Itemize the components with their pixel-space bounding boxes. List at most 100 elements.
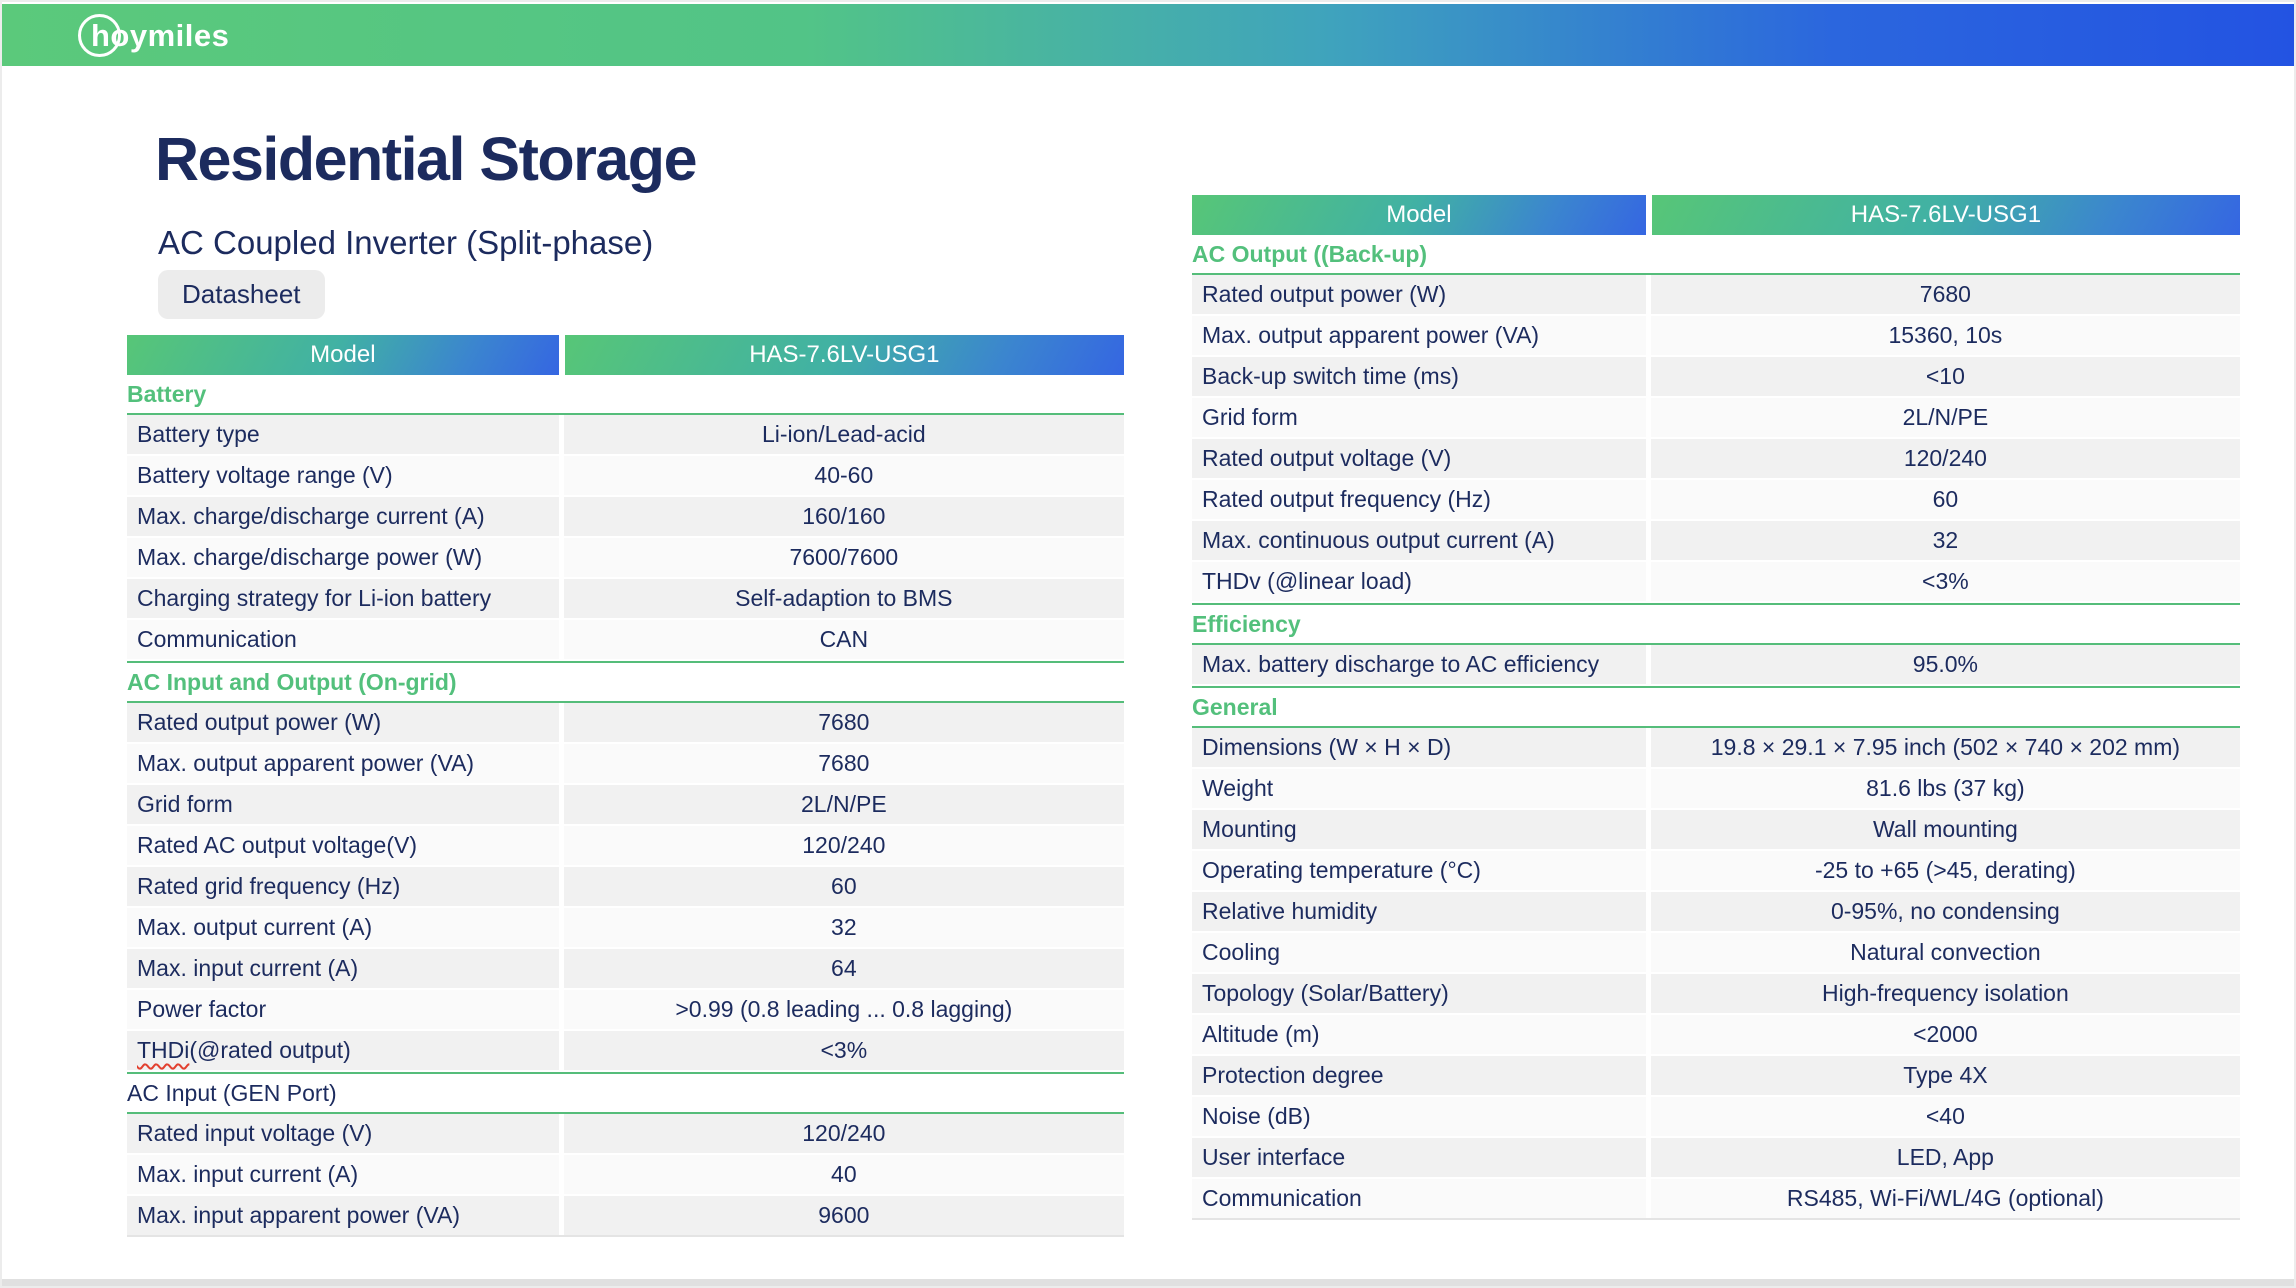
spec-label: Battery type <box>127 415 559 454</box>
spec-value: 19.8 × 29.1 × 7.95 inch (502 × 740 × 202… <box>1650 728 2240 767</box>
spec-row: Back-up switch time (ms) <10 <box>1192 357 2240 398</box>
page-subtitle: AC Coupled Inverter (Split-phase) <box>158 224 654 261</box>
spec-value: 120/240 <box>563 1114 1124 1153</box>
table-header-model-value: HAS-7.6LV-USG1 <box>564 335 1124 375</box>
table-header-model-value: HAS-7.6LV-USG1 <box>1651 195 2240 235</box>
table-header-row: Model HAS-7.6LV-USG1 <box>127 335 1124 375</box>
spec-value: <3% <box>563 1031 1124 1070</box>
spec-row: Max. input current (A) 64 <box>127 949 1124 990</box>
brand-topbar: hoymiles <box>2 4 2294 66</box>
spec-label: Operating temperature (°C) <box>1192 851 1646 890</box>
spec-label: Power factor <box>127 990 559 1029</box>
spec-label: Cooling <box>1192 933 1646 972</box>
spec-value: 40 <box>563 1155 1124 1194</box>
spec-row: Max. continuous output current (A) 32 <box>1192 521 2240 562</box>
spec-label: Rated grid frequency (Hz) <box>127 867 559 906</box>
section-title: AC Input and Output (On-grid) <box>127 661 1124 703</box>
spec-value: Self-adaption to BMS <box>563 579 1124 618</box>
spec-value: <2000 <box>1650 1015 2240 1054</box>
spec-row: THDv (@linear load) <3% <box>1192 562 2240 603</box>
logo-ring-icon <box>78 14 121 57</box>
spec-row: Weight 81.6 lbs (37 kg) <box>1192 769 2240 810</box>
spec-label: Noise (dB) <box>1192 1097 1646 1136</box>
spec-label: Max. output apparent power (VA) <box>127 744 559 783</box>
spec-row: Max. battery discharge to AC efficiency 9… <box>1192 645 2240 686</box>
spec-label: Max. output apparent power (VA) <box>1192 316 1646 355</box>
spec-value: >0.99 (0.8 leading ... 0.8 lagging) <box>563 990 1124 1029</box>
spec-label: Weight <box>1192 769 1646 808</box>
spec-value: Li-ion/Lead-acid <box>563 415 1124 454</box>
hoymiles-logo: hoymiles <box>78 12 229 60</box>
datasheet-badge[interactable]: Datasheet <box>158 270 325 319</box>
spec-value: 15360, 10s <box>1650 316 2240 355</box>
spec-label: Back-up switch time (ms) <box>1192 357 1646 396</box>
spec-row: Max. output apparent power (VA) 15360, 10… <box>1192 316 2240 357</box>
spec-value: <10 <box>1650 357 2240 396</box>
spec-row: Max. input current (A) 40 <box>127 1155 1124 1196</box>
spec-value: 120/240 <box>1650 439 2240 478</box>
spec-label: Rated output frequency (Hz) <box>1192 480 1646 519</box>
spec-row: Rated AC output voltage(V) 120/240 <box>127 826 1124 867</box>
spec-value: Wall mounting <box>1650 810 2240 849</box>
window-bottom-edge <box>2 1279 2294 1286</box>
spec-label: Grid form <box>1192 398 1646 437</box>
spec-row: Communication CAN <box>127 620 1124 661</box>
spec-value: High-frequency isolation <box>1650 974 2240 1013</box>
spec-value: RS485, Wi-Fi/WL/4G (optional) <box>1650 1179 2240 1218</box>
spec-value: 40-60 <box>563 456 1124 495</box>
spec-table-left: Model HAS-7.6LV-USG1 Battery Battery type Li… <box>127 335 1124 1237</box>
spec-label: Max. input apparent power (VA) <box>127 1196 559 1235</box>
spec-row: THDi (@rated output) <3% <box>127 1031 1124 1072</box>
spec-value: <3% <box>1650 562 2240 601</box>
spec-row: Max. output current (A) 32 <box>127 908 1124 949</box>
spec-value: 7680 <box>563 703 1124 742</box>
spec-row: Rated output voltage (V) 120/240 <box>1192 439 2240 480</box>
spec-label: THDi (@rated output) <box>127 1031 559 1070</box>
spec-label: Relative humidity <box>1192 892 1646 931</box>
spec-label: Max. battery discharge to AC efficiency <box>1192 645 1646 684</box>
section-title: Efficiency <box>1192 603 2240 645</box>
spec-label: Charging strategy for Li-ion battery <box>127 579 559 618</box>
spec-row: Altitude (m) <2000 <box>1192 1015 2240 1056</box>
spec-label: Communication <box>1192 1179 1646 1218</box>
logo-wordmark: hoymiles <box>91 18 230 53</box>
spec-value: 95.0% <box>1650 645 2240 684</box>
spec-label: Grid form <box>127 785 559 824</box>
spec-label: Max. output current (A) <box>127 908 559 947</box>
spec-row: Noise (dB) <40 <box>1192 1097 2240 1138</box>
table-header-row: Model HAS-7.6LV-USG1 <box>1192 195 2240 235</box>
spec-label: Max. charge/discharge power (W) <box>127 538 559 577</box>
spec-value: 7600/7600 <box>563 538 1124 577</box>
spec-table-right: Model HAS-7.6LV-USG1 AC Output ((Back-up) R… <box>1192 195 2240 1220</box>
spec-label: Mounting <box>1192 810 1646 849</box>
misspelled-word: THDi <box>137 1037 190 1063</box>
spec-label: User interface <box>1192 1138 1646 1177</box>
spec-row: Topology (Solar/Battery) High-frequency i… <box>1192 974 2240 1015</box>
spec-row: Rated output power (W) 7680 <box>1192 275 2240 316</box>
spec-label: Protection degree <box>1192 1056 1646 1095</box>
spec-label: Rated output voltage (V) <box>1192 439 1646 478</box>
spec-row: User interface LED, App <box>1192 1138 2240 1179</box>
spec-value: 9600 <box>563 1196 1124 1235</box>
spec-value: 64 <box>563 949 1124 988</box>
section-title: General <box>1192 686 2240 728</box>
spec-label: Max. input current (A) <box>127 1155 559 1194</box>
spec-value: 7680 <box>563 744 1124 783</box>
spec-label: Altitude (m) <box>1192 1015 1646 1054</box>
spec-row: Dimensions (W × H × D) 19.8 × 29.1 × 7.95… <box>1192 728 2240 769</box>
spec-value: 2L/N/PE <box>563 785 1124 824</box>
spec-row: Max. charge/discharge current (A) 160/160 <box>127 497 1124 538</box>
spec-label: Topology (Solar/Battery) <box>1192 974 1646 1013</box>
section-title: AC Input (GEN Port) <box>127 1072 1124 1114</box>
spec-row: Communication RS485, Wi-Fi/WL/4G (optiona… <box>1192 1179 2240 1220</box>
section-title: Battery <box>127 375 1124 415</box>
spec-label: Battery voltage range (V) <box>127 456 559 495</box>
page-title: Residential Storage <box>155 125 698 193</box>
table-header-model: Model <box>127 335 559 375</box>
spec-value: 160/160 <box>563 497 1124 536</box>
section-title: AC Output ((Back-up) <box>1192 235 2240 275</box>
spec-value: 81.6 lbs (37 kg) <box>1650 769 2240 808</box>
spec-row: Protection degree Type 4X <box>1192 1056 2240 1097</box>
spec-row: Grid form 2L/N/PE <box>1192 398 2240 439</box>
